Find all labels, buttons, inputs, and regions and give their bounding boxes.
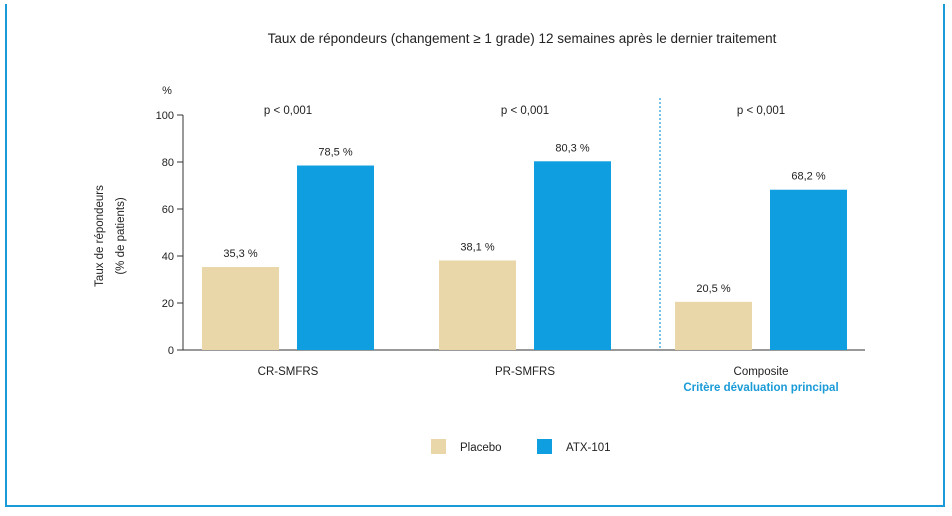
bar-value-label: 68,2 % (791, 171, 825, 183)
bar-value-label: 35,3 % (223, 248, 257, 260)
y-tick-label: 100 (156, 110, 174, 122)
legend-label: ATX-101 (566, 442, 611, 454)
bar-value-label: 80,3 % (555, 142, 589, 154)
legend-label: Placebo (460, 442, 502, 454)
p-value-label: p < 0,001 (501, 105, 549, 117)
p-value-label: p < 0,001 (737, 105, 785, 117)
category-label: PR-SMFRS (495, 366, 555, 378)
chart-title: Taux de répondeurs (changement ≥ 1 grade… (268, 31, 777, 46)
bar-atx-101-composite (770, 189, 847, 350)
y-tick-label: 40 (162, 251, 174, 263)
bar-placebo-pr-smfrs (439, 260, 516, 350)
y-axis-title-line2: (% de patients) (115, 197, 127, 275)
legend-swatch-atx-101 (537, 439, 552, 454)
p-value-label: p < 0,001 (264, 105, 312, 117)
legend: Placebo ATX-101 (431, 439, 611, 454)
legend-swatch-placebo (431, 439, 446, 454)
y-axis-title: Taux de répondeurs (% de patients) (94, 185, 127, 287)
category-label: CR-SMFRS (258, 366, 319, 378)
y-tick-label: 0 (168, 345, 174, 357)
category-labels: CR-SMFRS PR-SMFRS Composite Critère dévalua… (258, 366, 839, 394)
bar-value-label: 20,5 % (696, 283, 730, 295)
bars: 35,3 % 78,5 % 38,1 % 80,3 % 20,5 % 68,2 % (202, 142, 847, 350)
category-label: Composite (734, 366, 789, 378)
y-tick-label: 60 (162, 204, 174, 216)
bar-value-label: 78,5 % (318, 147, 352, 159)
category-sublabel: Critère dévaluation principal (683, 382, 838, 394)
y-unit-label: % (162, 85, 172, 97)
bar-atx-101-cr-smfrs (297, 165, 374, 350)
y-tick-label: 20 (162, 298, 174, 310)
p-values: p < 0,001 p < 0,001 p < 0,001 (264, 105, 785, 117)
y-axis-title-line1: Taux de répondeurs (94, 185, 106, 287)
bar-placebo-composite (675, 301, 752, 350)
bar-value-label: 38,1 % (460, 241, 494, 253)
bar-placebo-cr-smfrs (202, 267, 279, 350)
y-tick-label: 80 (162, 157, 174, 169)
bar-atx-101-pr-smfrs (534, 161, 611, 350)
